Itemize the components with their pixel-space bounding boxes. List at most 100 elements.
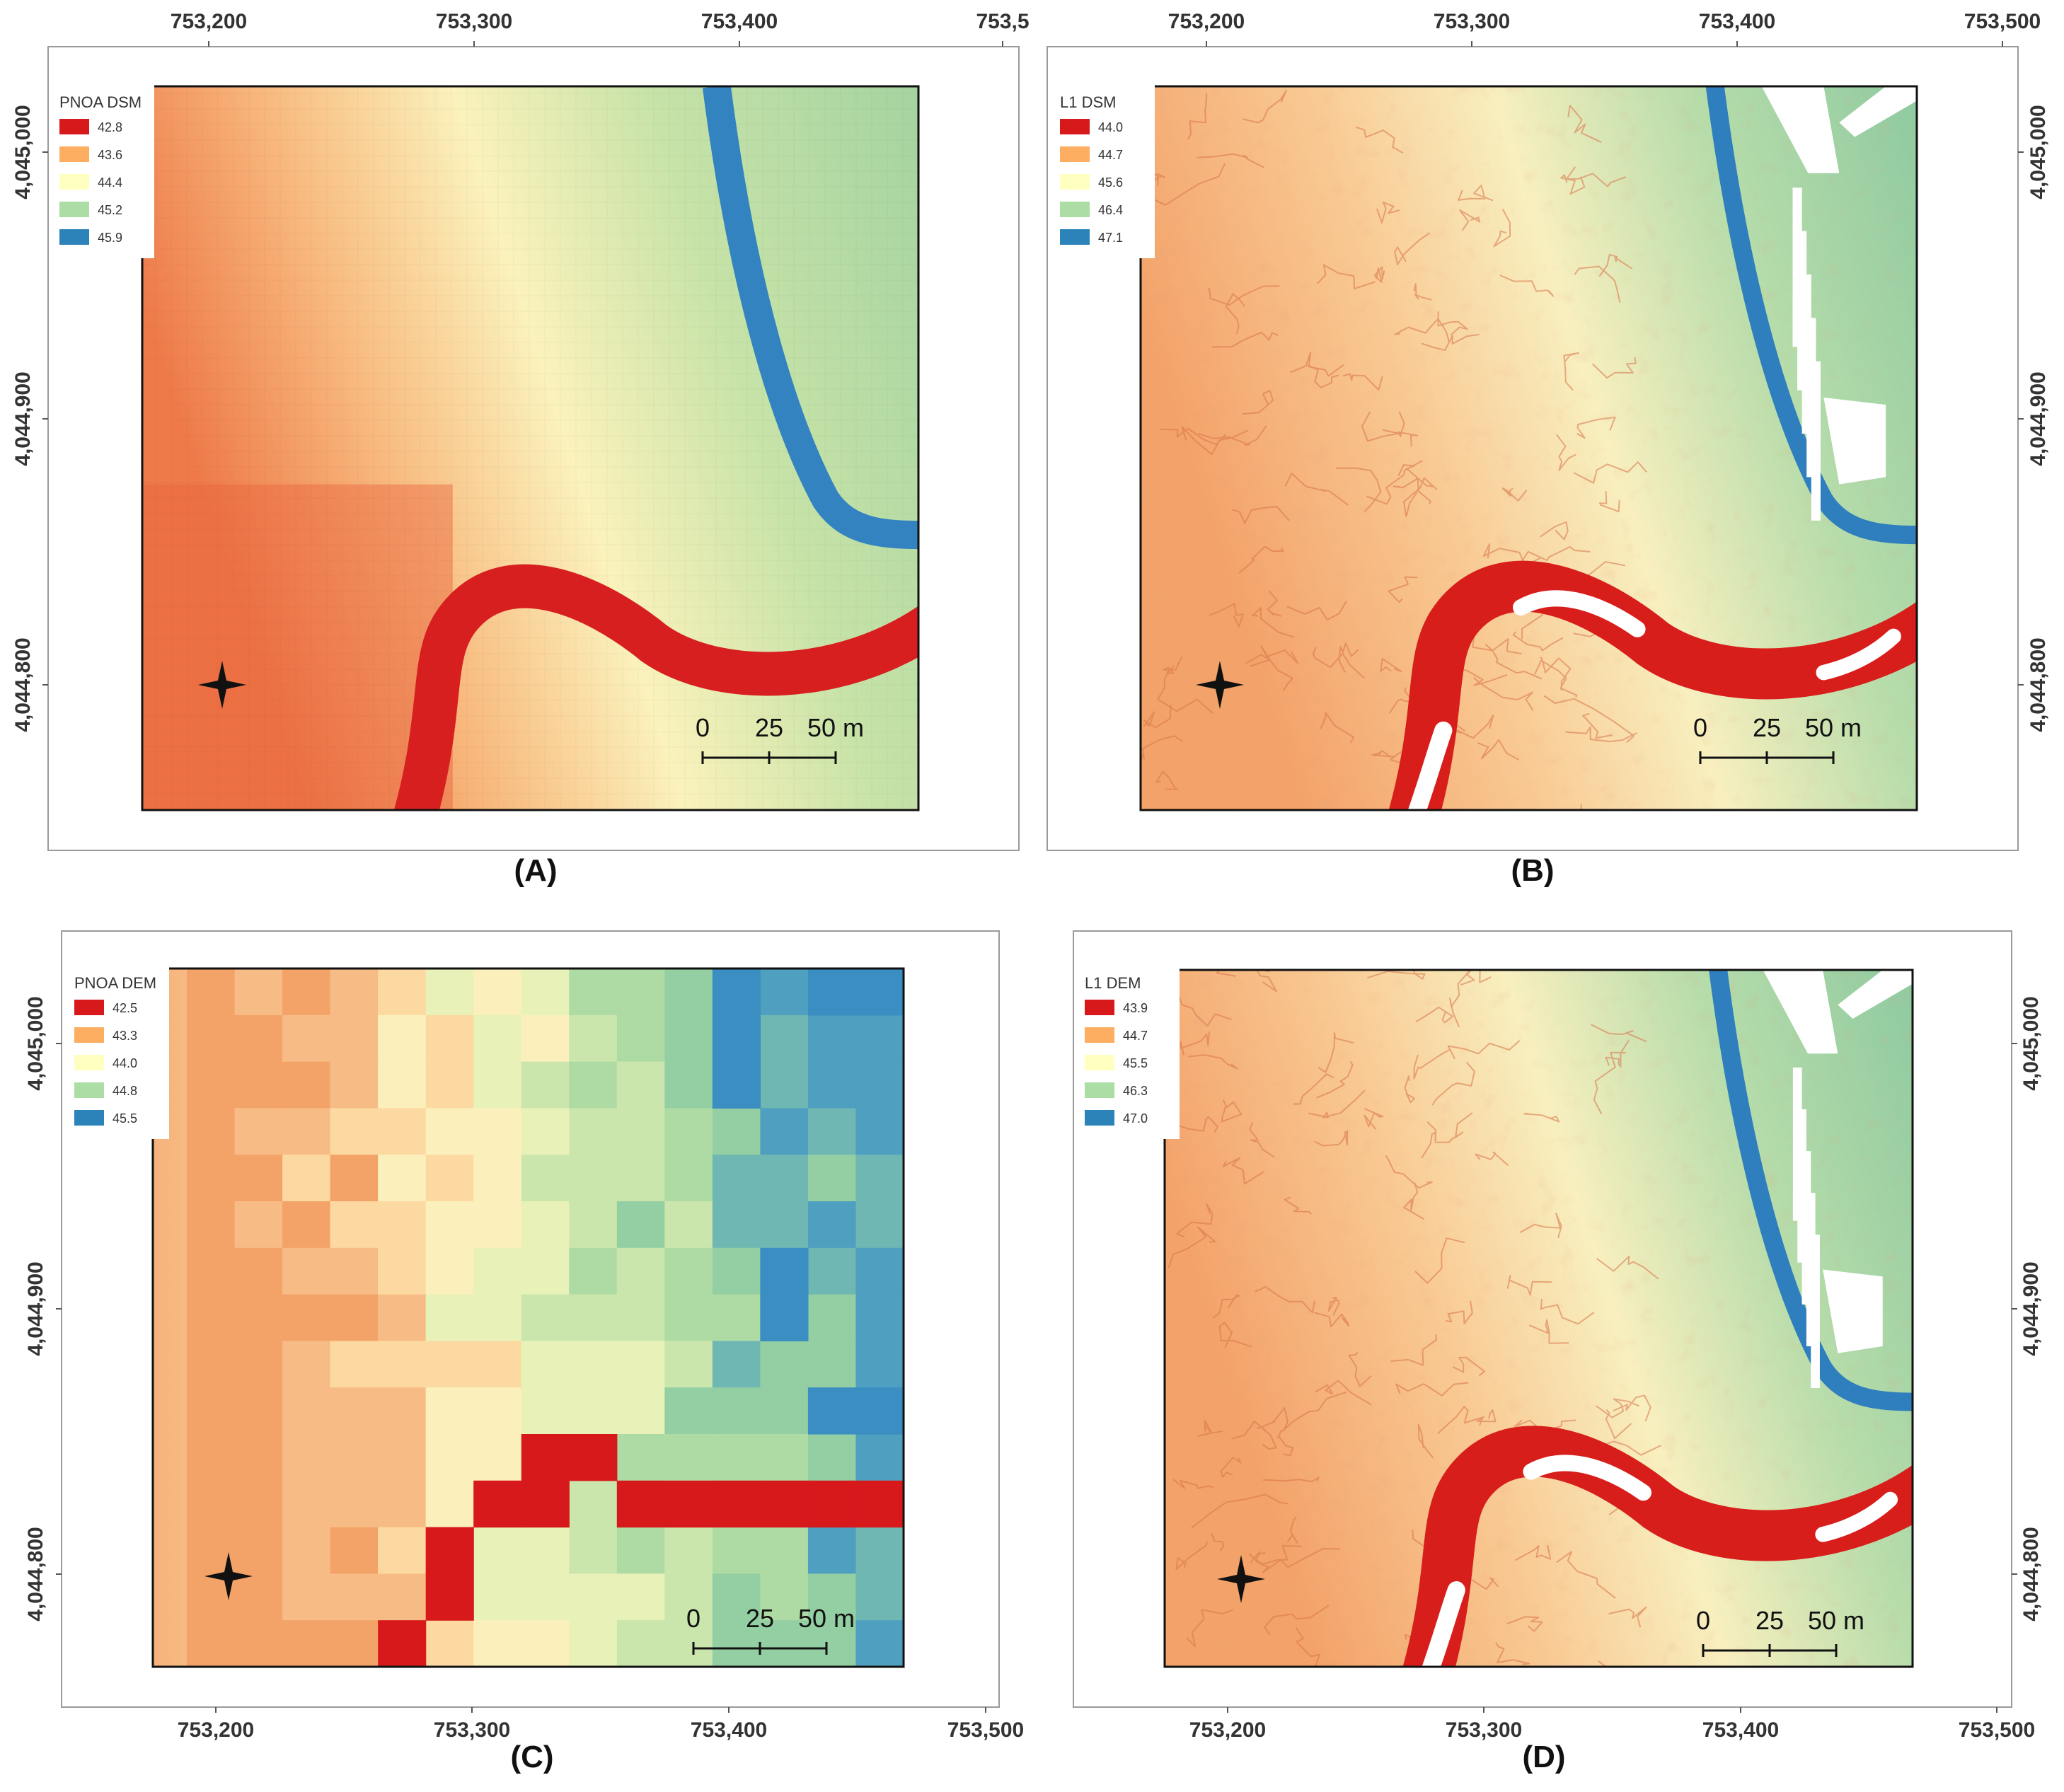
x-tick-label: 753,500 bbox=[1964, 10, 2041, 33]
legend-swatch bbox=[1085, 1110, 1114, 1126]
scale-bar: 0 25 50 m bbox=[696, 713, 864, 764]
river-cell bbox=[473, 1480, 522, 1528]
canal-cell bbox=[855, 969, 904, 1016]
canal-cell bbox=[807, 969, 857, 1016]
sandbar-nodata bbox=[1407, 721, 1453, 810]
river-cell bbox=[712, 1480, 761, 1528]
legend-swatch bbox=[74, 1110, 104, 1126]
scale-bar: 0 25 50 m bbox=[1693, 713, 1862, 764]
legend-swatch bbox=[1085, 1027, 1114, 1043]
y-tick-label: 4,045,000 bbox=[2026, 105, 2050, 199]
legend: PNOA DSM 42.8 43.6 44.4 45.2 45.9 bbox=[55, 85, 154, 258]
legend-value: 45.5 bbox=[1123, 1056, 1148, 1070]
map-border bbox=[151, 967, 905, 1668]
y-tick-label: 4,044,900 bbox=[2019, 1261, 2043, 1355]
scale-label: 0 bbox=[696, 713, 710, 742]
canal-cell bbox=[760, 1294, 809, 1341]
x-tick-label: 753,300 bbox=[434, 1718, 510, 1742]
legend-swatch bbox=[1060, 146, 1090, 162]
canal-cell bbox=[712, 1061, 761, 1109]
sandbar-nodata bbox=[1816, 628, 1901, 681]
nodata-area bbox=[1839, 86, 1917, 137]
north-star-icon bbox=[198, 661, 246, 709]
legend-swatch bbox=[59, 119, 89, 134]
legend-title: L1 DEM bbox=[1085, 974, 1141, 992]
legend-swatch bbox=[59, 174, 89, 190]
panel-label: (C) bbox=[510, 1740, 553, 1774]
nodata-area bbox=[1823, 1269, 1883, 1353]
scale-label: 25 bbox=[755, 713, 783, 742]
legend-value: 43.9 bbox=[1123, 1001, 1148, 1015]
legend-swatch bbox=[74, 1000, 104, 1015]
legend-swatch bbox=[74, 1055, 104, 1070]
river-channel bbox=[393, 564, 918, 810]
x-tick-label: 753,200 bbox=[178, 1718, 254, 1742]
map-panel-c: PNOA DEM 42.5 43.3 44.0 44.8 45.5 0 25 50 m 753,2… bbox=[24, 930, 1024, 1774]
legend-title: PNOA DEM bbox=[74, 974, 156, 992]
river-cell bbox=[807, 1480, 857, 1528]
y-tick-label: 4,044,900 bbox=[2026, 371, 2050, 466]
legend-value: 46.3 bbox=[1123, 1084, 1148, 1098]
y-tick-label: 4,044,800 bbox=[24, 1527, 47, 1621]
canal-channel bbox=[1705, 86, 1917, 545]
legend-value: 45.2 bbox=[98, 203, 122, 217]
x-tick-label: 753,200 bbox=[1168, 10, 1245, 33]
legend: L1 DEM 43.9 44.7 45.5 46.3 47.0 bbox=[1080, 966, 1180, 1139]
north-star-icon bbox=[1196, 661, 1244, 709]
map-raster bbox=[1165, 970, 1913, 1667]
river-cell bbox=[569, 1434, 618, 1481]
scale-bar: 0 25 50 m bbox=[686, 1604, 855, 1655]
legend-swatch bbox=[74, 1082, 104, 1098]
legend-swatch bbox=[59, 229, 89, 245]
x-tick-label: 753,200 bbox=[1189, 1718, 1266, 1742]
legend-swatch bbox=[74, 1027, 104, 1043]
y-tick-label: 4,044,800 bbox=[2026, 637, 2050, 732]
legend-value: 44.7 bbox=[1098, 148, 1123, 162]
nodata-area bbox=[1838, 970, 1913, 1019]
canal-cell bbox=[712, 1014, 761, 1063]
river-cell bbox=[760, 1480, 809, 1528]
nodata-area bbox=[1761, 86, 1840, 173]
x-tick-label: 753,200 bbox=[171, 10, 247, 33]
sandbar-nodata bbox=[1513, 590, 1646, 637]
scale-label: 50 m bbox=[807, 713, 864, 742]
legend-value: 47.1 bbox=[1098, 231, 1123, 245]
y-tick-label: 4,045,000 bbox=[2019, 996, 2043, 1090]
canal-channel bbox=[1709, 970, 1913, 1411]
north-star-icon bbox=[1217, 1555, 1265, 1603]
legend-swatch bbox=[1085, 1000, 1114, 1015]
map-panel-d: L1 DEM 43.9 44.7 45.5 46.3 47.0 0 25 50 m 753,200… bbox=[1073, 930, 2043, 1774]
scale-label: 50 m bbox=[1805, 713, 1862, 742]
legend-value: 42.8 bbox=[98, 120, 122, 134]
legend: PNOA DEM 42.5 43.3 44.0 44.8 45.5 bbox=[70, 966, 169, 1139]
canal-cell bbox=[807, 1387, 857, 1435]
y-tick-label: 4,044,900 bbox=[11, 371, 35, 466]
legend-swatch bbox=[1060, 229, 1090, 245]
legend-value: 43.3 bbox=[113, 1029, 137, 1043]
legend-swatch bbox=[1060, 202, 1090, 217]
river-cell bbox=[425, 1573, 474, 1621]
panel-label: (D) bbox=[1522, 1740, 1565, 1774]
canal-cell bbox=[760, 1247, 809, 1295]
legend-swatch bbox=[1060, 119, 1090, 134]
x-tick-label: 753,400 bbox=[1699, 10, 1775, 33]
legend: L1 DSM 44.0 44.7 45.6 46.4 47.1 bbox=[1056, 85, 1155, 258]
drainage-network bbox=[1168, 970, 1661, 1667]
legend-swatch bbox=[1085, 1082, 1114, 1098]
scale-label: 25 bbox=[1755, 1606, 1784, 1635]
legend-title: L1 DSM bbox=[1060, 93, 1116, 111]
scale-label: 0 bbox=[686, 1604, 701, 1633]
panel-label: (B) bbox=[1511, 853, 1554, 888]
river-cell bbox=[378, 1620, 427, 1667]
panel-label: (A) bbox=[514, 853, 557, 888]
map-raster bbox=[1141, 86, 1917, 810]
scale-label: 0 bbox=[1696, 1606, 1710, 1635]
nodata-area bbox=[1763, 970, 1838, 1054]
canal-channel bbox=[702, 86, 918, 550]
y-tick-label: 4,045,000 bbox=[24, 996, 47, 1090]
legend-value: 47.0 bbox=[1123, 1111, 1148, 1126]
river-cell bbox=[664, 1480, 713, 1528]
sandbar-nodata bbox=[1523, 1455, 1651, 1501]
legend-value: 44.4 bbox=[98, 175, 122, 190]
nodata-area bbox=[1823, 397, 1886, 485]
